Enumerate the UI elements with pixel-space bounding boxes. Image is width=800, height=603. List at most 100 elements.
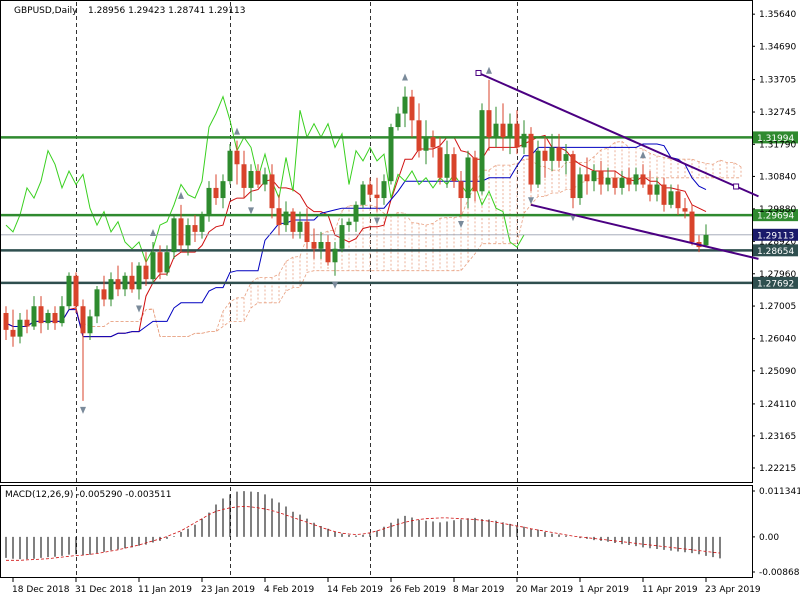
bearish-candle <box>451 154 457 182</box>
bearish-candle <box>514 123 520 148</box>
time-axis-label: 20 Mar 2019 <box>516 585 573 595</box>
bearish-candle <box>640 174 646 185</box>
macd-panel-frame <box>0 485 753 578</box>
chart-header-symbol: GBPUSD,Daily <box>14 6 78 16</box>
price-axis-label: 1.23165 <box>759 432 796 442</box>
price-axis-label: 1.30840 <box>759 172 796 182</box>
trendlines <box>475 69 759 260</box>
chikou-span-line <box>5 95 525 264</box>
bullish-candle <box>332 248 338 263</box>
time-axis-label: 8 Mar 2019 <box>453 585 505 595</box>
time-axis-label: 14 Feb 2019 <box>327 585 383 595</box>
bearish-candle <box>80 306 86 334</box>
bullish-candle <box>227 150 233 182</box>
fractal-up-marker <box>150 229 156 236</box>
fractal-down-marker <box>528 197 534 205</box>
bullish-candle <box>507 123 513 138</box>
bullish-candle <box>87 316 93 334</box>
bearish-candle <box>437 147 443 178</box>
bearish-candle <box>612 177 618 188</box>
bearish-candle <box>73 275 79 307</box>
bullish-candle <box>199 214 205 232</box>
fractal-down-marker <box>332 281 338 289</box>
bullish-candle <box>619 177 625 188</box>
trendline-anchor <box>733 183 740 190</box>
bullish-candle <box>185 225 191 246</box>
bearish-candle <box>269 174 275 209</box>
bullish-candle <box>297 221 303 232</box>
bearish-candle <box>661 184 667 205</box>
time-axis-label: 18 Dec 2018 <box>12 585 70 595</box>
fractal-up-marker <box>486 66 492 74</box>
bearish-candle <box>24 319 30 327</box>
price-level-tag <box>753 244 798 257</box>
bullish-candle <box>395 113 401 128</box>
bullish-candle <box>388 127 394 182</box>
bullish-candle <box>318 242 324 249</box>
bullish-candle <box>262 174 268 185</box>
price-axis-label: 1.35640 <box>759 10 796 20</box>
bullish-candle <box>423 137 429 151</box>
bearish-candle <box>129 275 135 290</box>
price-axis-label: 1.24110 <box>759 400 796 410</box>
bearish-candle <box>213 187 219 199</box>
bullish-candle <box>59 306 65 324</box>
price-axis-label: 1.26040 <box>759 335 796 345</box>
bearish-candle <box>101 289 107 300</box>
bearish-candle <box>143 265 149 280</box>
bearish-candle <box>458 181 464 199</box>
price-level-label: 1.31994 <box>757 134 794 144</box>
bearish-candle <box>542 150 548 161</box>
bearish-candle <box>192 225 198 232</box>
price-level-tag <box>753 131 798 144</box>
bearish-candle <box>3 312 9 330</box>
time-axis-label: 23 Apr 2019 <box>705 585 761 595</box>
bullish-candle <box>283 211 289 226</box>
bullish-candle <box>248 171 254 188</box>
price-axis-label: 1.28920 <box>759 237 796 247</box>
bearish-candle <box>416 120 422 151</box>
current-price-tag <box>753 228 798 241</box>
bullish-candle <box>360 184 366 205</box>
fractal-down-marker <box>374 217 380 225</box>
senkou-span-b <box>82 177 741 338</box>
bullish-candle <box>402 96 408 114</box>
bullish-candle <box>66 275 72 307</box>
trendline <box>478 72 759 198</box>
bearish-candle <box>409 96 415 121</box>
macd-axis-label: 0.011341 <box>759 487 800 497</box>
bullish-candle <box>444 154 450 178</box>
bullish-candle <box>479 110 485 192</box>
bearish-candle <box>430 137 436 148</box>
current-price-label: 1.29113 <box>757 231 794 241</box>
bullish-candle <box>31 306 37 327</box>
price-level-tag <box>753 276 798 289</box>
bullish-candle <box>605 177 611 185</box>
bearish-candle <box>52 312 58 324</box>
bearish-candle <box>472 157 478 192</box>
bullish-candle <box>122 275 128 290</box>
bearish-candle <box>276 208 282 226</box>
bearish-candle <box>311 242 317 249</box>
bearish-candle <box>255 171 261 185</box>
price-axis-label: 1.32745 <box>759 108 796 118</box>
price-axis-label: 1.29880 <box>759 205 796 215</box>
macd-axis-label: 0.00 <box>759 533 779 543</box>
chart-header-ohlc: 1.28956 1.29423 1.28741 1.29113 <box>88 6 245 16</box>
price-axis-label: 1.27960 <box>759 270 796 280</box>
bearish-candle <box>570 154 576 199</box>
bullish-candle <box>17 319 23 337</box>
fractal-up-marker <box>234 127 240 135</box>
bullish-candle <box>94 289 100 317</box>
bullish-candle <box>171 218 177 253</box>
bearish-candle <box>325 242 331 263</box>
bearish-candle <box>528 133 534 185</box>
bearish-candle <box>584 174 590 182</box>
price-axis-label: 1.25090 <box>759 367 796 377</box>
bearish-candle <box>157 252 163 273</box>
bearish-candle <box>234 150 240 165</box>
bullish-candle <box>549 147 555 161</box>
bullish-candle <box>633 174 639 185</box>
